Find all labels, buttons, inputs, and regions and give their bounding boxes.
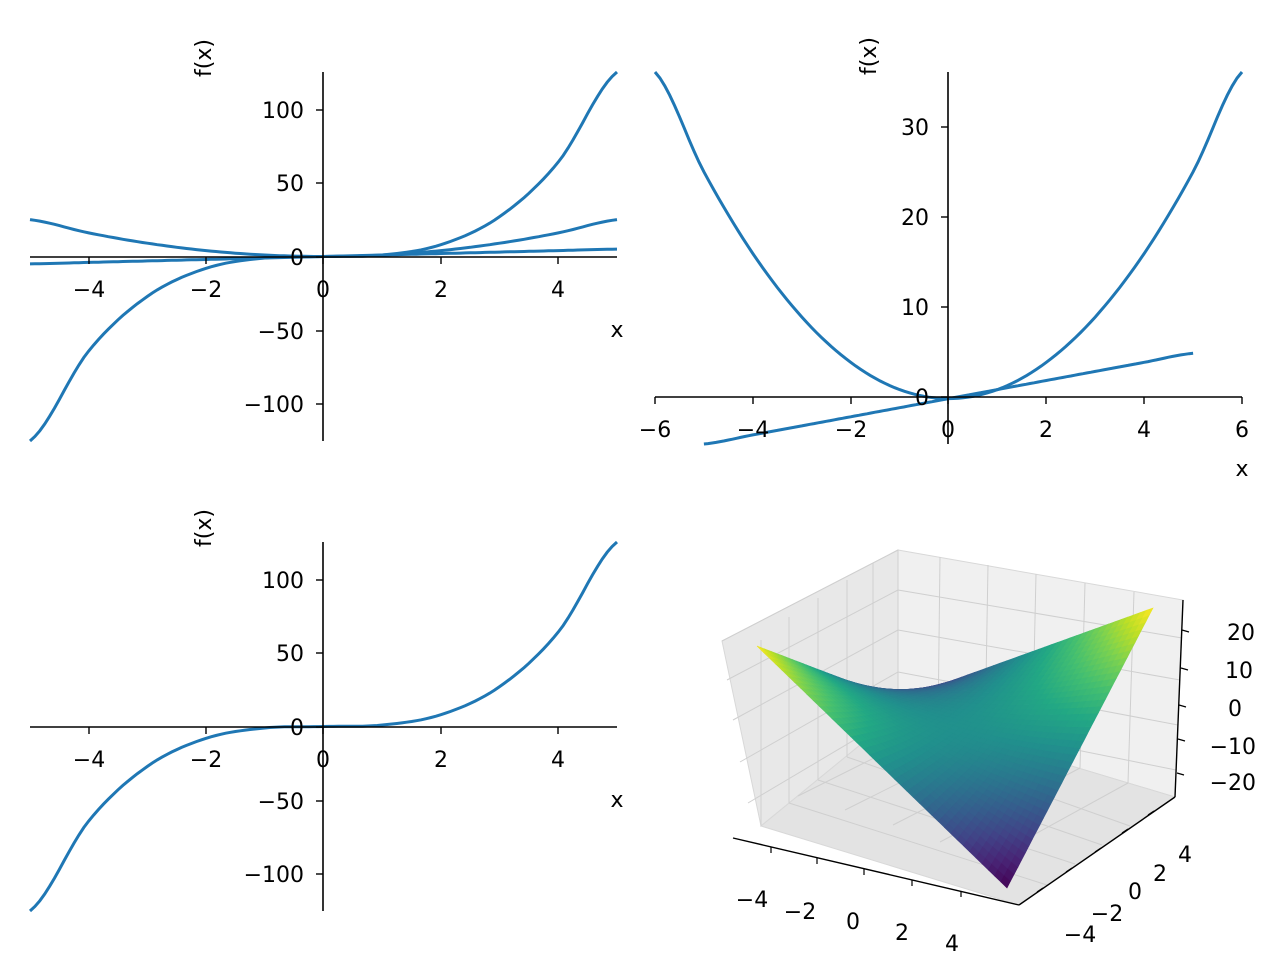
z-axis-3d	[1174, 599, 1184, 798]
x-axis-label: x	[610, 788, 623, 813]
x-tick-label: −4	[737, 418, 769, 443]
x-tick-label: 4	[1137, 418, 1151, 443]
y-tick-label-3d: 4	[1178, 843, 1192, 868]
x-tick-label-3d: 0	[846, 910, 860, 935]
surface-plot	[756, 607, 1154, 889]
y-ticks: −100 −50 0 50 100	[244, 99, 323, 418]
x-ticks: −4 −2 0 2 4	[73, 727, 565, 773]
x-tick-label: −4	[73, 748, 105, 773]
subplot-3: −4 −2 0 2 4 −100 −50 0 50 100 x f(x)	[28, 509, 624, 913]
x-tick-label: 0	[316, 748, 330, 773]
x-tick-label: 0	[316, 278, 330, 303]
y-tick-label-3d: 2	[1153, 862, 1167, 887]
x-tick-label: 0	[941, 418, 955, 443]
subplot-4-3d: −4 −2 0 2 4 −4 −2 0 2 4 −20 −10 0	[721, 549, 1256, 957]
x-tick-label: 4	[551, 278, 565, 303]
y-tick-label: −50	[258, 320, 304, 345]
y-tick-label: −50	[258, 790, 304, 815]
y-tick-label-3d: −4	[1064, 923, 1096, 948]
x-tick-label: −2	[835, 418, 867, 443]
surface-patch	[1142, 607, 1154, 618]
y-tick-label: −100	[244, 393, 304, 418]
y-tick-label: −100	[244, 863, 304, 888]
x-tick-label-3d: −4	[736, 888, 768, 913]
x-tick-label: −2	[190, 748, 222, 773]
y-tick-label: 30	[901, 116, 929, 141]
x-ticks: −6 −4 −2 0 2 4 6	[639, 397, 1249, 443]
x-tick-label: −4	[73, 278, 105, 303]
y-axis-label: f(x)	[192, 509, 217, 547]
y-ticks: 0 10 20 30	[901, 116, 948, 411]
y-tick-label: 0	[915, 386, 929, 411]
y-tick-label: 50	[276, 172, 304, 197]
x-axis-label: x	[1235, 457, 1248, 482]
y-tick-label: 100	[262, 99, 304, 124]
y-axis-label: f(x)	[857, 37, 882, 75]
x-tick-label-3d: 4	[945, 932, 959, 957]
y-tick-label: 0	[290, 246, 304, 271]
x-tick-label: 2	[1039, 418, 1053, 443]
y-tick-label: 20	[901, 206, 929, 231]
y-tick-label: 50	[276, 642, 304, 667]
y-tick-label: 0	[290, 716, 304, 741]
x-tick-label: 6	[1235, 418, 1249, 443]
x-axis-label: x	[610, 318, 623, 343]
x-tick-label: −6	[639, 418, 671, 443]
x-axis-3d	[732, 837, 1020, 906]
x-tick-label-3d: 2	[895, 921, 909, 946]
z-tick-label-3d: −10	[1210, 735, 1256, 760]
x-ticks-3d: −4 −2 0 2 4	[736, 847, 962, 957]
y-tick-label: 10	[901, 296, 929, 321]
y-tick-label-3d: 0	[1128, 880, 1142, 905]
subplot-2: −6 −4 −2 0 2 4 6 0 10 20 30 x f(x)	[639, 37, 1249, 482]
x-tick-label: 2	[434, 278, 448, 303]
z-ticks-3d: −20 −10 0 10 20	[1176, 621, 1256, 796]
x-tick-label: −2	[190, 278, 222, 303]
x-tick-label: 4	[551, 748, 565, 773]
z-tick-label-3d: 20	[1227, 621, 1255, 646]
z-tick-label-3d: 10	[1225, 659, 1253, 684]
x-tick-label-3d: −2	[784, 900, 816, 925]
y-tick-label-3d: −2	[1091, 902, 1123, 927]
y-tick-label: 100	[262, 569, 304, 594]
subplot-1: −4 −2 0 2 4 −100 −50 0 50 100 x f(x)	[28, 39, 624, 443]
y-ticks: −100 −50 0 50 100	[244, 569, 323, 888]
x-ticks: −4 −2 0 2 4	[73, 257, 565, 303]
z-tick-label-3d: 0	[1228, 697, 1242, 722]
y-axis-label: f(x)	[192, 39, 217, 77]
y-ticks-3d: −4 −2 0 2 4	[1036, 810, 1192, 948]
x-tick-label: 2	[434, 748, 448, 773]
z-tick-label-3d: −20	[1210, 771, 1256, 796]
